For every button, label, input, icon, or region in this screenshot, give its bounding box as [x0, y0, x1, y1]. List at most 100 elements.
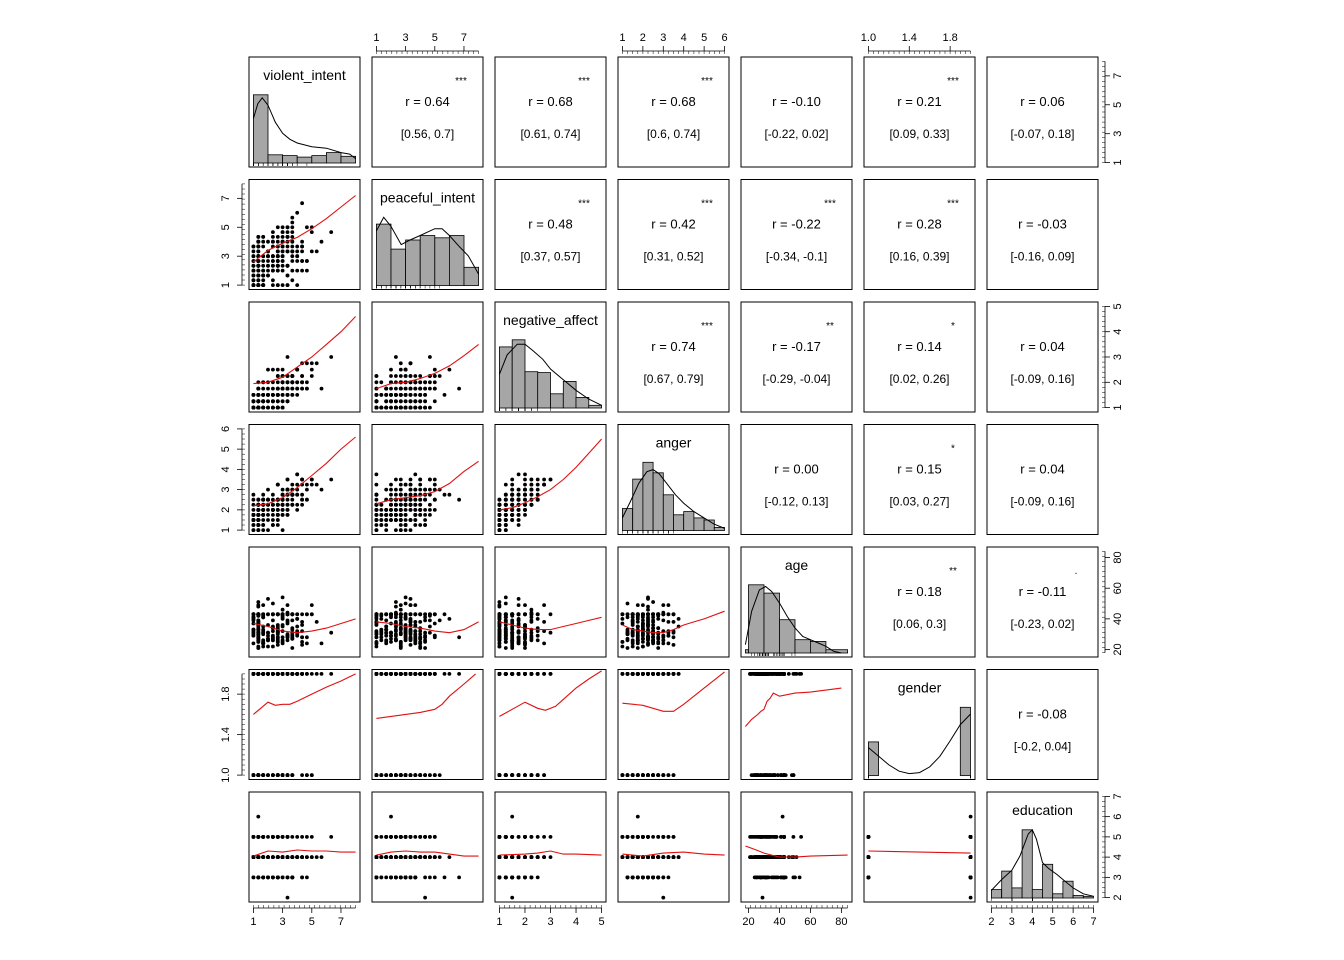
- correlation-ci: [0.67, 0.79]: [643, 372, 703, 386]
- panel-education-negative_affect: [494, 791, 607, 903]
- data-point: [779, 773, 783, 777]
- data-point: [398, 615, 403, 620]
- data-point: [398, 393, 403, 397]
- panel-frame: [617, 546, 730, 658]
- data-point: [261, 492, 266, 497]
- data-point: [413, 497, 418, 502]
- data-point: [251, 278, 256, 283]
- data-point: [280, 393, 285, 397]
- data-point: [651, 641, 655, 646]
- data-point: [384, 855, 389, 859]
- data-point: [418, 393, 423, 397]
- data-point: [280, 386, 285, 391]
- data-point: [295, 244, 300, 249]
- data-point: [516, 855, 521, 859]
- data-point: [285, 513, 290, 517]
- data-point: [432, 672, 437, 676]
- loess-line: [253, 436, 356, 507]
- data-point: [290, 492, 295, 497]
- panel-frame: [863, 301, 976, 413]
- data-point: [523, 472, 527, 477]
- data-point: [266, 672, 270, 676]
- data-point: [295, 624, 300, 629]
- data-point: [516, 508, 521, 512]
- data-point: [646, 623, 650, 627]
- data-point: [280, 235, 285, 239]
- data-point: [523, 487, 527, 492]
- correlation-ci: [0.61, 0.74]: [520, 127, 580, 141]
- histogram-bar: [325, 152, 342, 164]
- significance-stars: ***: [824, 199, 836, 210]
- data-point: [437, 855, 442, 859]
- data-point: [389, 374, 393, 378]
- data-point: [305, 225, 309, 230]
- data-point: [261, 386, 266, 391]
- data-point: [403, 855, 408, 859]
- data-point: [666, 633, 671, 638]
- data-point: [529, 636, 534, 641]
- data-point: [542, 773, 546, 777]
- data-point: [379, 638, 384, 643]
- significance-stars: ***: [578, 76, 590, 87]
- panel-frame: [494, 791, 607, 903]
- data-point: [256, 528, 261, 532]
- data-point: [394, 374, 398, 378]
- histogram-bar: [511, 339, 526, 409]
- significance-stars: ***: [578, 199, 590, 210]
- histogram-bar: [524, 371, 539, 409]
- data-point: [413, 623, 418, 627]
- loess-line: [622, 610, 725, 634]
- data-point: [432, 380, 437, 385]
- data-point: [261, 263, 266, 268]
- data-point: [432, 497, 437, 502]
- data-point: [394, 513, 398, 517]
- data-point: [408, 477, 413, 482]
- data-point: [403, 672, 408, 676]
- panel-frame: [986, 424, 1099, 535]
- data-point: [271, 629, 275, 633]
- data-point: [671, 630, 676, 635]
- data-point: [266, 630, 270, 635]
- data-point: [379, 405, 384, 410]
- histogram-bar: [463, 266, 480, 286]
- data-point: [394, 386, 398, 391]
- histogram-bar: [252, 94, 269, 164]
- data-point: [671, 643, 676, 647]
- data-point: [408, 612, 413, 617]
- data-point: [423, 895, 427, 900]
- data-point: [300, 623, 304, 627]
- significance-stars: .: [1075, 566, 1078, 577]
- data-point: [398, 607, 403, 612]
- data-point: [374, 518, 379, 522]
- data-point: [256, 875, 261, 880]
- data-point: [256, 646, 261, 650]
- data-point: [251, 405, 256, 410]
- data-point: [300, 492, 304, 497]
- data-point: [432, 875, 437, 880]
- data-point: [497, 603, 502, 607]
- data-point: [646, 773, 650, 777]
- correlation-r: r = 0.14: [897, 339, 941, 354]
- data-point: [542, 603, 546, 607]
- data-point: [503, 646, 508, 650]
- data-point: [394, 875, 398, 880]
- data-point: [389, 399, 393, 404]
- data-point: [295, 386, 300, 391]
- data-point: [760, 672, 765, 676]
- data-point: [394, 393, 398, 397]
- correlation-ci: [-0.12, 0.13]: [764, 495, 828, 509]
- data-point: [389, 612, 393, 617]
- data-point: [394, 633, 398, 638]
- data-point: [413, 855, 418, 859]
- significance-stars: ***: [701, 76, 713, 87]
- density-line: [744, 585, 842, 654]
- data-point: [275, 268, 280, 273]
- data-point: [418, 641, 423, 646]
- data-point: [423, 380, 427, 385]
- data-point: [285, 244, 290, 249]
- correlation-ci: [0.31, 0.52]: [643, 250, 703, 264]
- panel-frame: [863, 669, 976, 780]
- data-point: [290, 626, 295, 630]
- data-point: [329, 835, 334, 839]
- data-point: [261, 513, 266, 517]
